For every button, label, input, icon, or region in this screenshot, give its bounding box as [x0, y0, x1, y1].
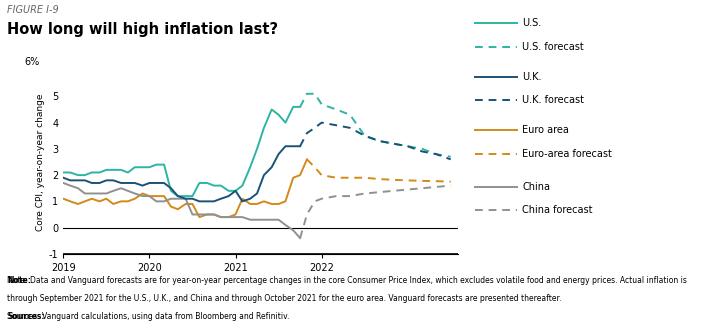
Text: through September 2021 for the U.S., U.K., and China and through October 2021 fo: through September 2021 for the U.S., U.K… [7, 294, 561, 303]
Text: FIGURE I-9: FIGURE I-9 [7, 5, 59, 15]
Y-axis label: Core CPI, year-on-year change: Core CPI, year-on-year change [36, 93, 45, 231]
Text: How long will high inflation last?: How long will high inflation last? [7, 22, 278, 37]
Text: U.K.: U.K. [522, 72, 542, 82]
Text: Euro-area forecast: Euro-area forecast [522, 149, 612, 159]
Text: Euro area: Euro area [522, 125, 570, 135]
Text: U.K. forecast: U.K. forecast [522, 95, 584, 105]
Text: Note:: Note: [7, 276, 31, 285]
Text: Note: Data and Vanguard forecasts are for year-on-year percentage changes in the: Note: Data and Vanguard forecasts are fo… [7, 276, 687, 285]
Text: China forecast: China forecast [522, 205, 593, 215]
Text: China: China [522, 182, 551, 192]
Text: Sources: Vanguard calculations, using data from Bloomberg and Refinitiv.: Sources: Vanguard calculations, using da… [7, 312, 289, 321]
Text: 6%: 6% [25, 57, 39, 67]
Text: U.S. forecast: U.S. forecast [522, 42, 584, 52]
Text: U.S.: U.S. [522, 18, 541, 28]
Text: Sources:: Sources: [7, 312, 44, 321]
